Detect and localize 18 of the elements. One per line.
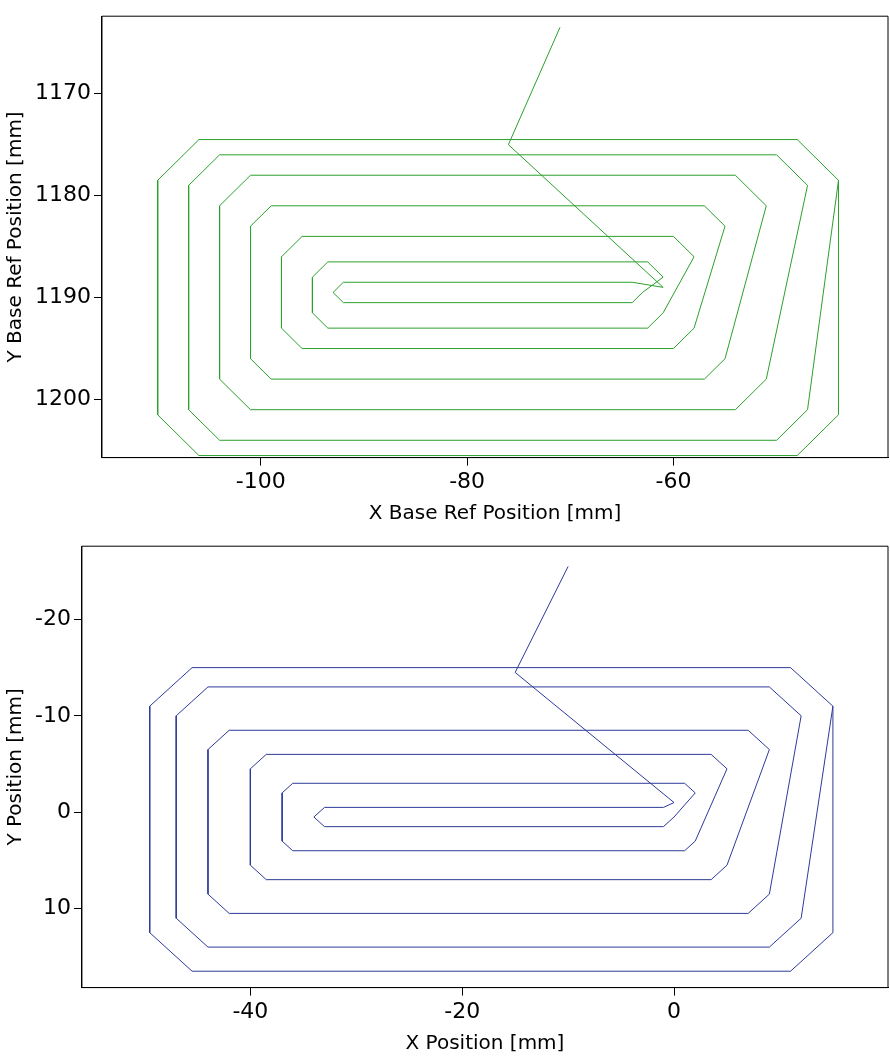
x-tick-label: -80 (449, 467, 486, 493)
y-tick-label: -10 (35, 701, 71, 727)
x-tick-label: -20 (444, 997, 481, 1023)
y-tick-label: 10 (42, 894, 71, 920)
x-axis-title: X Position [mm] (405, 1030, 565, 1055)
y-tick-label: 1170 (34, 79, 91, 105)
y-axis-title: Y Position [mm] (2, 688, 27, 847)
y-tick-label: 1200 (34, 385, 91, 411)
x-tick-label: 0 (667, 997, 682, 1023)
y-tick-label: 0 (56, 797, 71, 823)
y-tick-label: 1180 (34, 181, 91, 207)
x-tick-label: -40 (232, 997, 269, 1023)
y-axis-title: Y Base Ref Position [mm] (2, 111, 27, 364)
y-tick-label: -20 (35, 605, 71, 631)
y-tick-label: 1190 (34, 283, 91, 309)
x-axis-title: X Base Ref Position [mm] (368, 500, 622, 525)
x-tick-label: -100 (235, 467, 286, 493)
x-tick-label: -60 (655, 467, 692, 493)
